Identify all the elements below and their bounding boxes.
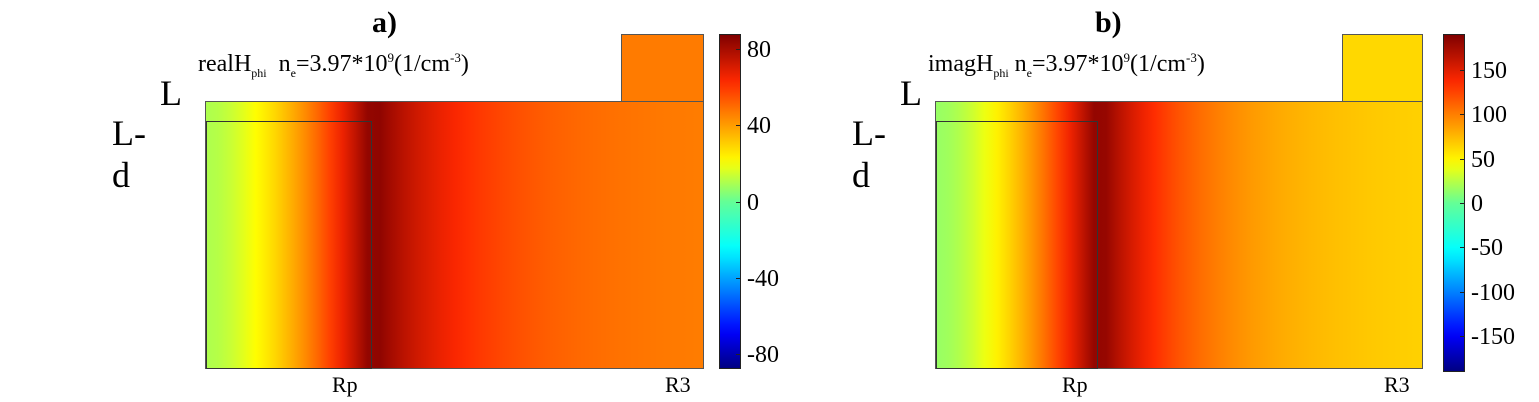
colorbar-tick-label: 0 xyxy=(747,189,759,216)
colorbar-tick-label: -100 xyxy=(1471,279,1515,306)
field-region-top xyxy=(621,34,704,102)
x-label-R3: R3 xyxy=(665,372,691,397)
field-annotation: imagHphi ne=3.97*109(1/cm-3) xyxy=(928,50,1205,80)
colorbar-tick-label: 50 xyxy=(1471,146,1495,173)
colorbar-tick-mark xyxy=(1460,336,1465,338)
colorbar-tick-mark xyxy=(1460,114,1465,116)
colorbar-tick-mark xyxy=(1460,247,1465,249)
y-label-L: L xyxy=(160,73,182,113)
colorbar-tick-mark xyxy=(736,125,741,127)
y-label-L: L xyxy=(900,73,922,113)
x-label-R3: R3 xyxy=(1384,372,1410,397)
panel-title: a) xyxy=(372,6,397,39)
colorbar-tick-mark xyxy=(736,201,741,203)
colorbar-tick-mark xyxy=(1460,158,1465,160)
colorbar-tick-label: -150 xyxy=(1471,324,1515,351)
x-label-Rp: Rp xyxy=(332,372,358,397)
colorbar-tick-label: 0 xyxy=(1471,191,1483,217)
colorbar-tick-label: -50 xyxy=(1471,235,1503,262)
colorbar-tick-label: 40 xyxy=(747,113,771,140)
y-label-L-d: L-d xyxy=(852,113,886,195)
colorbar-tick-mark xyxy=(736,49,741,51)
field-region-main xyxy=(935,101,1423,369)
colorbar-tick-label: -80 xyxy=(747,341,779,368)
colorbar-tick-label: -40 xyxy=(747,265,779,292)
colorbar-tick-label: 150 xyxy=(1471,57,1507,84)
y-label-L-d: L-d xyxy=(112,113,146,195)
colorbar-tick-label: 100 xyxy=(1471,102,1507,129)
colorbar-tick-mark xyxy=(736,277,741,279)
field-region-top xyxy=(1342,34,1423,102)
colorbar-tick-mark xyxy=(736,353,741,355)
plasma-region-outline xyxy=(206,121,372,369)
panel-title: b) xyxy=(1095,6,1122,39)
colorbar-tick-mark xyxy=(1460,291,1465,293)
field-region-main xyxy=(205,101,704,369)
colorbar-tick-label: 80 xyxy=(747,37,771,64)
plasma-region-outline xyxy=(936,121,1098,369)
field-annotation: realHphi ne=3.97*109(1/cm-3) xyxy=(198,50,469,80)
x-label-Rp: Rp xyxy=(1062,372,1088,397)
colorbar-tick-mark xyxy=(1460,69,1465,71)
colorbar-tick-mark xyxy=(1460,203,1465,204)
